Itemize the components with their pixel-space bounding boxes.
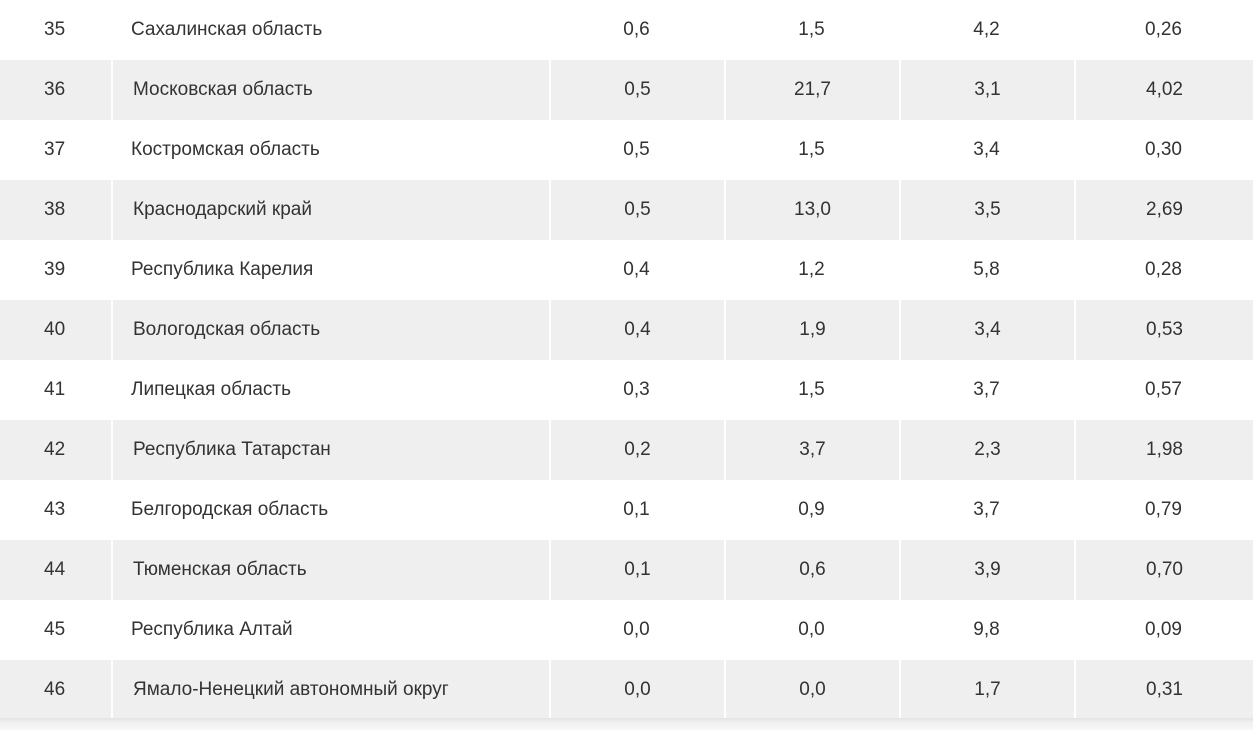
table-bottom-shadow xyxy=(0,718,1253,730)
row-number: 43 xyxy=(44,499,66,520)
row-number: 44 xyxy=(44,559,66,580)
value-col-2: 0,9 xyxy=(798,499,825,520)
value-col-4: 1,98 xyxy=(1074,420,1253,480)
value-col-4: 0,09 xyxy=(1145,619,1182,640)
value-col-3: 4,2 xyxy=(973,19,1000,40)
region-name: Костромская область xyxy=(131,139,320,160)
value-col-2: 1,5 xyxy=(798,139,825,160)
value-col-3: 1,7 xyxy=(899,660,1074,720)
value-col-3: 3,7 xyxy=(973,499,1000,520)
value-col-1: 0,1 xyxy=(549,540,724,600)
region-name: Тюменская область xyxy=(111,540,549,600)
row-number: 42 xyxy=(44,439,66,460)
value-col-3: 3,9 xyxy=(899,540,1074,600)
table-row: 44 Тюменская область 0,1 0,6 3,9 0,70 xyxy=(0,540,1253,600)
value-col-2: 0,0 xyxy=(724,660,899,720)
value-col-1: 0,0 xyxy=(549,660,724,720)
value-col-1: 0,0 xyxy=(623,619,650,640)
value-col-4: 0,57 xyxy=(1145,379,1182,400)
region-name: Московская область xyxy=(111,60,549,120)
value-col-4: 0,31 xyxy=(1074,660,1253,720)
value-col-4: 0,79 xyxy=(1145,499,1182,520)
value-col-1: 0,5 xyxy=(623,139,650,160)
value-col-4: 0,26 xyxy=(1145,19,1182,40)
region-name: Белгородская область xyxy=(131,499,329,520)
region-name: Вологодская область xyxy=(111,300,549,360)
value-col-4: 0,70 xyxy=(1074,540,1253,600)
table-row: 43 Белгородская область 0,1 0,9 3,7 0,79 xyxy=(0,480,1253,540)
row-number: 35 xyxy=(44,19,66,40)
value-col-3: 9,8 xyxy=(973,619,1000,640)
region-name: Краснодарский край xyxy=(111,180,549,240)
value-col-2: 1,9 xyxy=(724,300,899,360)
value-col-4: 2,69 xyxy=(1074,180,1253,240)
value-col-4: 4,02 xyxy=(1074,60,1253,120)
value-col-2: 1,5 xyxy=(798,19,825,40)
row-number: 45 xyxy=(44,619,66,640)
table-row: 46 Ямало-Ненецкий автономный округ 0,0 0… xyxy=(0,660,1253,720)
value-col-3: 3,4 xyxy=(899,300,1074,360)
value-col-1: 0,1 xyxy=(623,499,650,520)
table-row: 37 Костромская область 0,5 1,5 3,4 0,30 xyxy=(0,120,1253,180)
value-col-2: 1,2 xyxy=(798,259,825,280)
value-col-1: 0,4 xyxy=(549,300,724,360)
value-col-2: 13,0 xyxy=(724,180,899,240)
value-col-3: 3,1 xyxy=(899,60,1074,120)
value-col-1: 0,3 xyxy=(623,379,650,400)
value-col-2: 1,5 xyxy=(798,379,825,400)
value-col-3: 3,4 xyxy=(973,139,1000,160)
region-name: Ямало-Ненецкий автономный округ xyxy=(111,660,549,720)
table-row: 38 Краснодарский край 0,5 13,0 3,5 2,69 xyxy=(0,180,1253,240)
value-col-3: 5,8 xyxy=(973,259,1000,280)
region-name: Республика Карелия xyxy=(131,259,314,280)
value-col-4: 0,53 xyxy=(1074,300,1253,360)
value-col-3: 2,3 xyxy=(899,420,1074,480)
value-col-1: 0,5 xyxy=(549,180,724,240)
region-name: Республика Алтай xyxy=(131,619,293,640)
table-row: 40 Вологодская область 0,4 1,9 3,4 0,53 xyxy=(0,300,1253,360)
row-number: 38 xyxy=(44,199,66,220)
row-number: 46 xyxy=(44,679,66,700)
row-number: 36 xyxy=(44,79,66,100)
region-name: Республика Татарстан xyxy=(111,420,549,480)
value-col-3: 3,5 xyxy=(899,180,1074,240)
value-col-2: 0,6 xyxy=(724,540,899,600)
value-col-1: 0,4 xyxy=(623,259,650,280)
value-col-1: 0,6 xyxy=(623,19,650,40)
row-number: 39 xyxy=(44,259,66,280)
row-number: 40 xyxy=(44,319,66,340)
row-number: 37 xyxy=(44,139,66,160)
region-name: Сахалинская область xyxy=(131,19,323,40)
table-row: 42 Республика Татарстан 0,2 3,7 2,3 1,98 xyxy=(0,420,1253,480)
table-row: 36 Московская область 0,5 21,7 3,1 4,02 xyxy=(0,60,1253,120)
value-col-3: 3,7 xyxy=(973,379,1000,400)
value-col-4: 0,28 xyxy=(1145,259,1182,280)
region-name: Липецкая область xyxy=(131,379,292,400)
table-row: 39 Республика Карелия 0,4 1,2 5,8 0,28 xyxy=(0,240,1253,300)
value-col-2: 3,7 xyxy=(724,420,899,480)
value-col-4: 0,30 xyxy=(1145,139,1182,160)
value-col-2: 21,7 xyxy=(724,60,899,120)
table-row: 45 Республика Алтай 0,0 0,0 9,8 0,09 xyxy=(0,600,1253,660)
table-row: 41 Липецкая область 0,3 1,5 3,7 0,57 xyxy=(0,360,1253,420)
value-col-2: 0,0 xyxy=(798,619,825,640)
row-number: 41 xyxy=(44,379,66,400)
value-col-1: 0,5 xyxy=(549,60,724,120)
value-col-1: 0,2 xyxy=(549,420,724,480)
table-row: 35 Сахалинская область 0,6 1,5 4,2 0,26 xyxy=(0,0,1253,60)
